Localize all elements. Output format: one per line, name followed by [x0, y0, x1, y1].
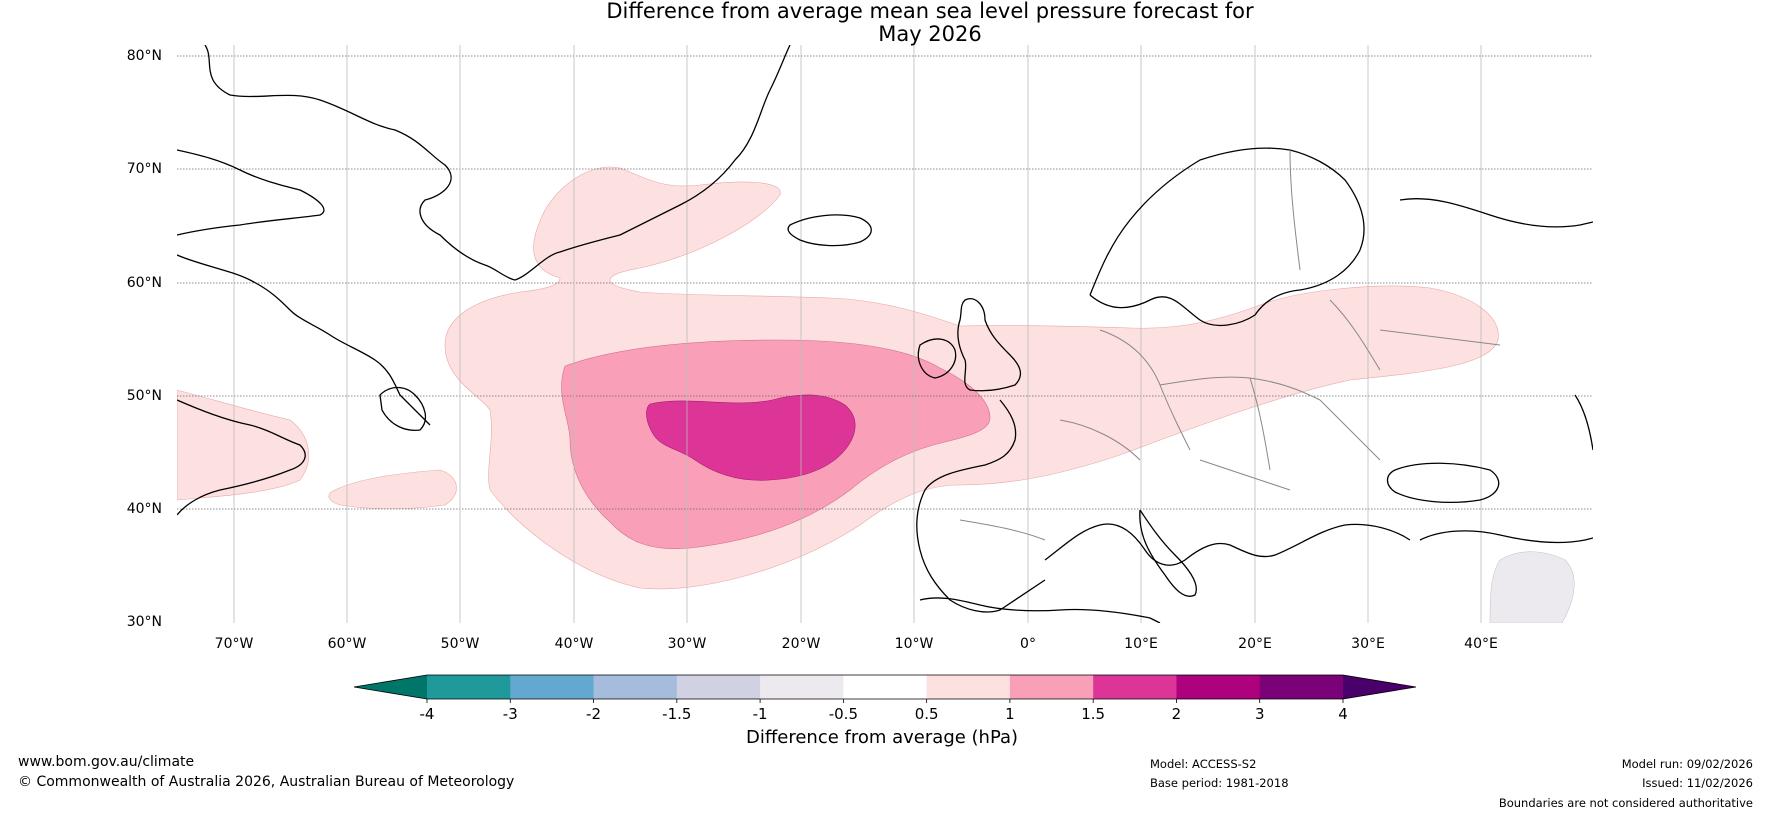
lat-label-80n: 80°N [126, 48, 162, 64]
lat-label-50n: 50°N [126, 388, 162, 404]
lon-label-20e: 20°E [1238, 636, 1272, 652]
caspian-coast [1574, 394, 1593, 451]
lat-label-60n: 60°N [126, 275, 162, 291]
map-title: Difference from average mean sea level p… [0, 0, 1770, 46]
europe-west-coast [916, 399, 1046, 613]
us-northeast-coast [177, 399, 306, 516]
footer-copyright: © Commonwealth of Australia 2026, Austra… [18, 774, 515, 790]
colorbar-bin [427, 675, 511, 699]
anomaly-region-0.5-1-atlantic [328, 469, 457, 510]
colorbar-bin [676, 675, 761, 699]
labrador-coast [177, 254, 431, 426]
colorbar-bin [1009, 675, 1094, 699]
lon-label-40w: 40°W [554, 636, 594, 652]
colorbar-bin [1259, 675, 1344, 699]
footer-website: www.bom.gov.au/climate [18, 754, 195, 770]
colorbar-under-arrow [354, 675, 427, 699]
lon-label-10e: 10°E [1124, 636, 1158, 652]
colorbar-bin [1093, 675, 1177, 699]
footer-model-run: Model run: 09/02/2026 [1621, 757, 1753, 771]
colorbar-tick-label: 1.5 [1081, 705, 1106, 723]
colorbar-tick-label: -2 [586, 705, 602, 723]
colorbar-tick-label: -1 [752, 705, 768, 723]
footer-issued: Issued: 11/02/2026 [1642, 776, 1753, 790]
russia-north-coast [1399, 198, 1593, 228]
baffin-coast [177, 149, 325, 236]
footer-model: Model: ACCESS-S2 [1150, 757, 1257, 771]
lon-label-70w: 70°W [214, 636, 254, 652]
colorbar-tick-label: 3 [1254, 705, 1265, 723]
map-title-line2: May 2026 [878, 22, 982, 46]
colorbar-over-arrow [1343, 675, 1416, 699]
colorbar-tick-label: -4 [419, 705, 435, 723]
lat-label-30n: 30°N [126, 614, 162, 630]
colorbar-bin [843, 675, 928, 699]
lon-label-30w: 30°W [667, 636, 707, 652]
greenland-coast [204, 45, 791, 281]
colorbar-bin [593, 675, 678, 699]
colorbar-tick-label: -3 [502, 705, 518, 723]
newfoundland-coast [379, 386, 427, 431]
mediterranean-north-coast [1044, 523, 1411, 566]
lon-label-10w: 10°W [894, 636, 934, 652]
black-sea-coast [1386, 462, 1500, 504]
colorbar-tick-label: 2 [1171, 705, 1182, 723]
lat-label-70n: 70°N [126, 161, 162, 177]
colorbar-tick-label: 0.5 [914, 705, 939, 723]
ireland-coast [917, 338, 957, 379]
colorbar-bin [926, 675, 1011, 699]
turkey-coast [1419, 530, 1593, 544]
north-africa-coast [919, 597, 1161, 623]
lon-label-60w: 60°W [327, 636, 367, 652]
anomaly-region-0.5-1-west [177, 389, 309, 501]
lon-label-0: 0° [1020, 636, 1036, 652]
lat-label-40n: 40°N [126, 501, 162, 517]
scandinavia-coast [1089, 147, 1365, 327]
great-britain-coast [957, 298, 1022, 392]
iceland-coast [787, 214, 872, 247]
anomaly-region-neg-0.5 [1489, 551, 1575, 623]
italy-coast [1139, 509, 1197, 597]
lon-label-30e: 30°E [1351, 636, 1385, 652]
colorbar-bin [760, 675, 844, 699]
anomaly-region-1.5-2 [646, 394, 856, 481]
colorbar-title: Difference from average (hPa) [746, 727, 1019, 748]
lon-label-40e: 40°E [1464, 636, 1498, 652]
map-title-line1: Difference from average mean sea level p… [606, 0, 1254, 23]
colorbar-bin [510, 675, 595, 699]
colorbar-tick-label: 4 [1338, 705, 1348, 723]
colorbar [353, 674, 1417, 703]
footer-base-period: Base period: 1981-2018 [1150, 776, 1289, 790]
lon-label-50w: 50°W [440, 636, 480, 652]
colorbar-tick-label: -0.5 [828, 705, 858, 723]
colorbar-bin [1176, 675, 1261, 699]
colorbar-tick-label: 1 [1005, 705, 1015, 723]
colorbar-tick-label: -1.5 [662, 705, 692, 723]
footer-disclaimer: Boundaries are not considered authoritat… [1498, 796, 1753, 810]
lon-label-20w: 20°W [781, 636, 821, 652]
